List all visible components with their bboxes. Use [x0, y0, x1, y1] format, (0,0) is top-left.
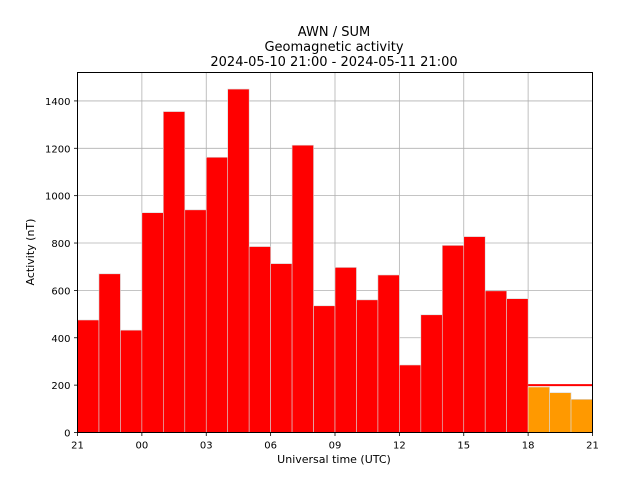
- activity-bar: [399, 364, 422, 433]
- chart-title-line-2: Geomagnetic activity: [264, 40, 403, 55]
- activity-bar: [506, 298, 529, 433]
- activity-bar: [377, 274, 400, 433]
- y-tick-label: 1400: [45, 97, 70, 108]
- y-tick-label: 400: [51, 334, 70, 345]
- x-axis-ticks: 21 00 03 06 09 12 15 18 21: [71, 432, 599, 452]
- activity-bar: [77, 319, 100, 433]
- activity-bar: [570, 399, 593, 433]
- x-tick-label: 12: [393, 441, 406, 452]
- activity-bar: [527, 386, 550, 433]
- x-tick-label: 18: [522, 441, 535, 452]
- activity-bar: [334, 267, 357, 433]
- activity-bar: [163, 111, 186, 433]
- x-tick-label: 06: [264, 441, 277, 452]
- chart-title-line-1: AWN / SUM: [298, 25, 370, 40]
- activity-bar: [441, 245, 465, 433]
- y-axis-ticks: 0 200 400 600 800 1000 1200 1400: [45, 97, 78, 440]
- y-tick-label: 1000: [45, 192, 70, 203]
- y-tick-label: 800: [51, 239, 70, 250]
- activity-bar: [227, 88, 250, 433]
- activity-bar: [184, 209, 207, 433]
- activity-bar: [270, 263, 293, 433]
- activity-bar: [291, 144, 314, 433]
- y-tick-label: 600: [51, 286, 70, 297]
- y-tick-label: 1200: [45, 144, 70, 155]
- activity-bar: [120, 329, 143, 433]
- bars: [77, 88, 593, 433]
- activity-bar: [313, 305, 336, 433]
- activity-bar: [356, 299, 379, 433]
- activity-bar: [141, 212, 164, 433]
- x-axis-label: Universal time (UTC): [277, 453, 391, 466]
- activity-bar: [248, 246, 271, 433]
- activity-bar: [205, 156, 229, 433]
- x-tick-label: 21: [71, 441, 84, 452]
- activity-bar: [463, 236, 486, 433]
- x-tick-label: 00: [136, 441, 149, 452]
- y-tick-label: 200: [51, 381, 70, 392]
- activity-bar: [549, 392, 572, 433]
- x-tick-label: 21: [586, 441, 599, 452]
- activity-bar: [484, 290, 507, 433]
- activity-bar: [420, 314, 443, 433]
- chart-title-line-3: 2024-05-10 21:00 - 2024-05-11 21:00: [210, 55, 457, 70]
- y-axis-label: Activity (nT): [24, 219, 37, 286]
- activity-bar: [98, 273, 121, 433]
- x-tick-label: 03: [200, 441, 213, 452]
- x-tick-label: 15: [457, 441, 470, 452]
- x-tick-label: 09: [329, 441, 342, 452]
- y-tick-label: 0: [64, 429, 70, 440]
